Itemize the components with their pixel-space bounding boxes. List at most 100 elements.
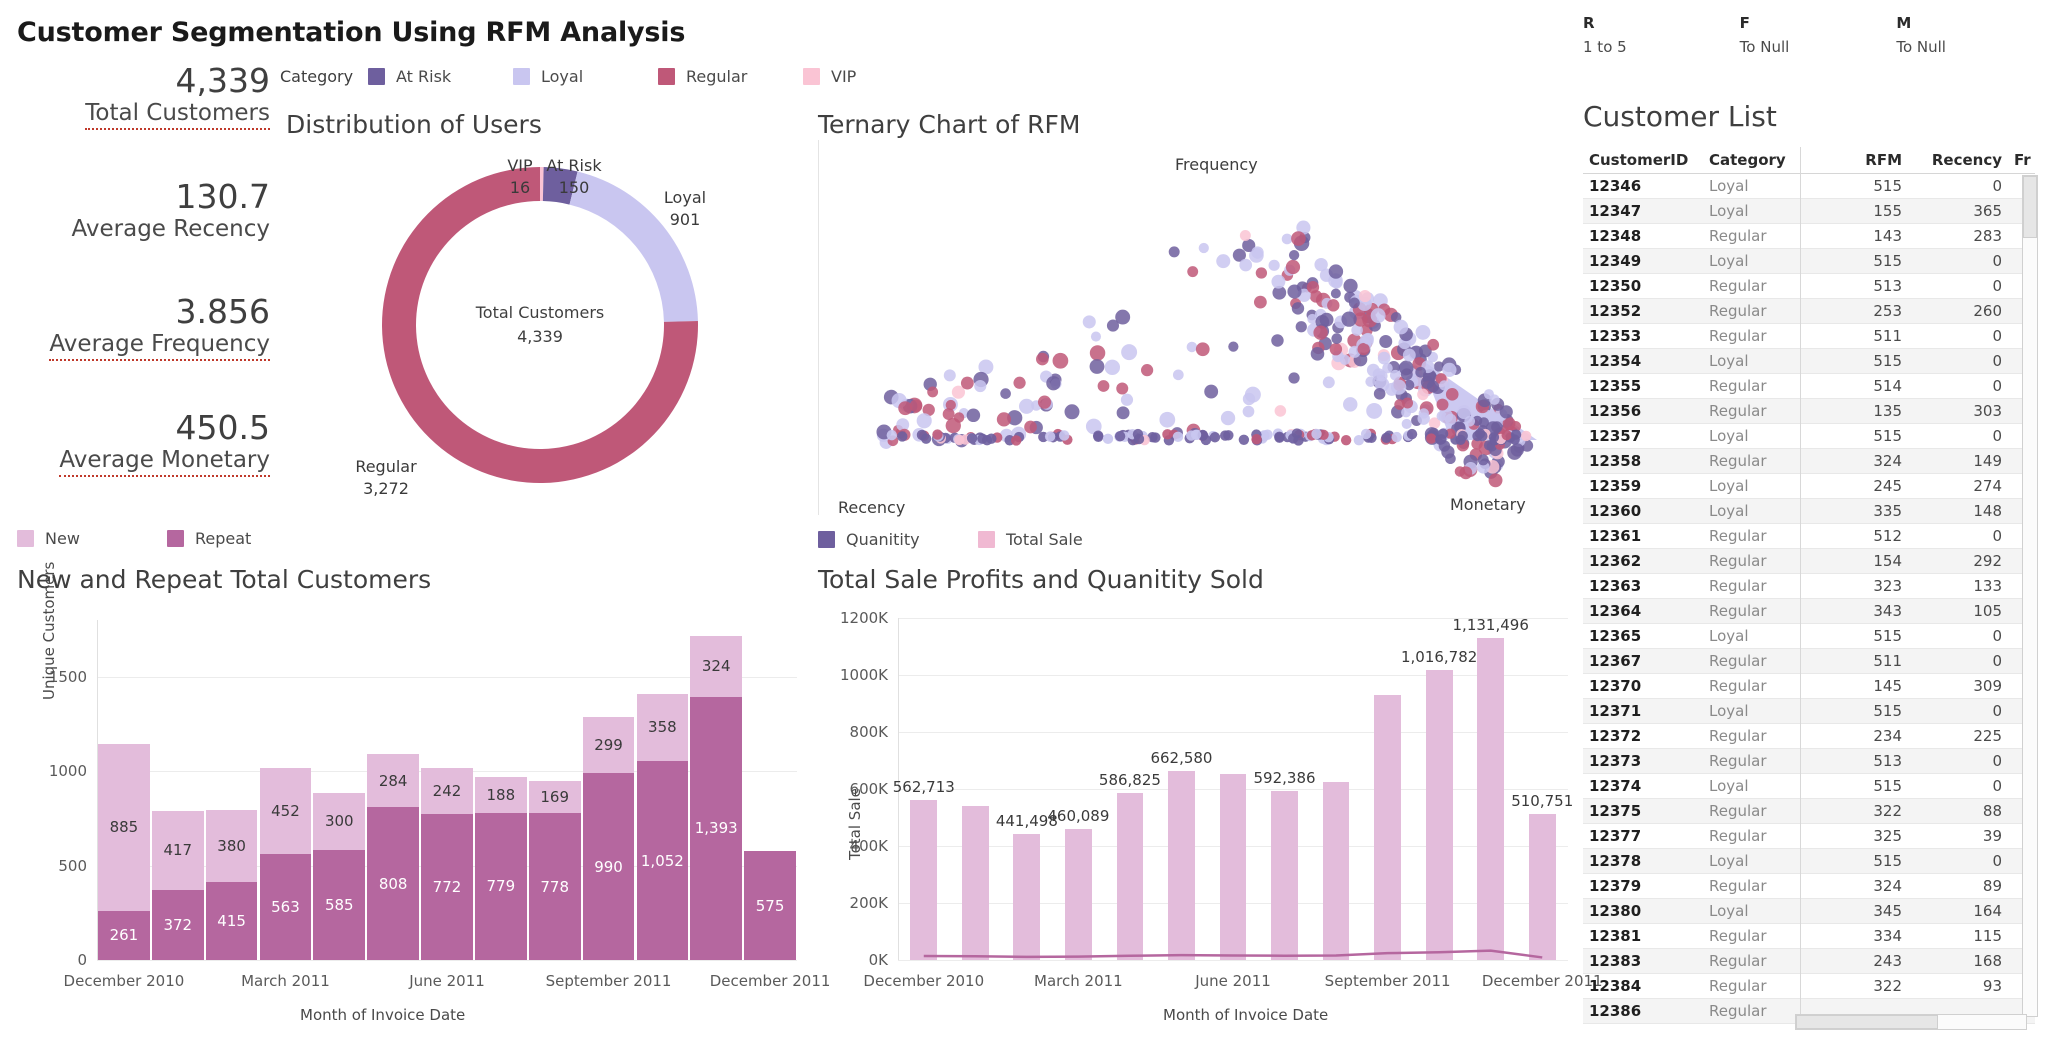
table-column-header[interactable]: Recency <box>1908 147 2008 174</box>
bar-column[interactable]: 188 779 <box>475 777 527 960</box>
scatter-point[interactable] <box>1382 362 1393 374</box>
scatter-point[interactable] <box>1162 429 1173 440</box>
scatter-point[interactable] <box>1036 352 1049 366</box>
bar-segment-repeat[interactable]: 779 <box>475 812 527 960</box>
table-horizontal-scrollbar[interactable] <box>1795 1014 2027 1030</box>
bar-segment-new[interactable]: 380 <box>205 809 258 882</box>
scatter-point[interactable] <box>1239 258 1253 272</box>
new-repeat-bar-chart[interactable]: 0 500 1000 1500 885 261 417 372 380 415 452 563 300 5… <box>17 600 830 1030</box>
scatter-point[interactable] <box>1011 435 1022 446</box>
table-row[interactable]: 12378 Loyal 515 0 <box>1583 848 2035 874</box>
scatter-point[interactable] <box>1377 351 1391 365</box>
scrollbar-thumb[interactable] <box>2023 176 2037 238</box>
scatter-point[interactable] <box>1471 438 1483 450</box>
table-row[interactable]: 12381 Regular 334 115 <box>1583 923 2035 949</box>
scatter-point[interactable] <box>1520 430 1532 442</box>
scatter-point[interactable] <box>1216 254 1231 269</box>
sales-bar[interactable] <box>961 805 989 960</box>
scatter-point[interactable] <box>1116 406 1130 420</box>
legend-item-new[interactable]: New <box>17 529 167 548</box>
scatter-point[interactable] <box>1366 402 1383 419</box>
scatter-point[interactable] <box>1394 399 1405 410</box>
scatter-point[interactable] <box>1209 432 1221 443</box>
scatter-point[interactable] <box>986 433 997 444</box>
scatter-point[interactable] <box>1420 376 1434 389</box>
scatter-point[interactable] <box>1381 432 1392 443</box>
bar-segment-repeat[interactable]: 585 <box>313 849 366 960</box>
bar-segment-repeat[interactable]: 1,393 <box>690 696 743 960</box>
scatter-point[interactable] <box>1311 428 1322 440</box>
bar-segment-new[interactable]: 242 <box>421 768 473 815</box>
scatter-point[interactable] <box>1314 257 1328 272</box>
bar-segment-new[interactable]: 300 <box>313 792 366 850</box>
sales-bar[interactable] <box>1374 694 1401 960</box>
scatter-point[interactable] <box>945 417 961 434</box>
scatter-point[interactable] <box>1360 428 1372 440</box>
sales-bar-chart[interactable]: 0K 200K 400K 600K 800K 1000K 1200K 562,713 441,4… <box>818 600 1603 1030</box>
table-row[interactable]: 12371 Loyal 515 0 <box>1583 698 2035 724</box>
table-row[interactable]: 12365 Loyal 515 0 <box>1583 623 2035 649</box>
scatter-point[interactable] <box>1238 434 1250 445</box>
scatter-point[interactable] <box>1439 380 1450 391</box>
scatter-point[interactable] <box>1391 431 1402 443</box>
scatter-point[interactable] <box>916 429 928 441</box>
scatter-point[interactable] <box>1348 297 1360 309</box>
scatter-point[interactable] <box>1255 267 1268 279</box>
scatter-point[interactable] <box>1401 418 1412 429</box>
scatter-point[interactable] <box>1464 415 1476 427</box>
table-row[interactable]: 12353 Regular 511 0 <box>1583 323 2035 349</box>
sales-bar[interactable] <box>1322 782 1350 960</box>
scatter-point[interactable] <box>1307 313 1318 324</box>
scatter-point[interactable] <box>1090 331 1102 342</box>
scatter-point[interactable] <box>1428 417 1441 429</box>
sales-bar[interactable] <box>1425 670 1453 960</box>
scatter-point[interactable] <box>1013 376 1026 389</box>
scatter-point[interactable] <box>1436 398 1449 411</box>
scatter-point[interactable] <box>1488 473 1503 488</box>
scatter-point[interactable] <box>1329 342 1343 356</box>
bar-segment-repeat[interactable]: 575 <box>744 851 796 960</box>
bar-column[interactable]: 380 415 <box>205 809 258 960</box>
scatter-point[interactable] <box>1328 264 1344 279</box>
bar-segment-new[interactable]: 452 <box>259 768 312 854</box>
scatter-point[interactable] <box>1343 397 1358 412</box>
bar-column[interactable]: 284 808 <box>367 753 419 960</box>
scatter-point[interactable] <box>1219 430 1231 441</box>
scatter-point[interactable] <box>1379 335 1393 349</box>
bar-segment-repeat[interactable]: 1,052 <box>636 761 689 960</box>
scatter-point[interactable] <box>1353 312 1368 327</box>
table-row[interactable]: 12362 Regular 154 292 <box>1583 548 2035 574</box>
scatter-point[interactable] <box>1274 405 1287 417</box>
bar-column[interactable]: 885 261 <box>98 743 150 960</box>
scatter-point[interactable] <box>1339 354 1351 365</box>
scatter-point[interactable] <box>966 433 978 444</box>
scatter-point[interactable] <box>1390 312 1402 323</box>
scatter-point[interactable] <box>1438 408 1454 424</box>
table-row[interactable]: 12367 Regular 511 0 <box>1583 648 2035 674</box>
bar-column[interactable]: 299 990 <box>582 716 635 960</box>
scatter-point[interactable] <box>943 369 956 382</box>
table-row[interactable]: 12373 Regular 513 0 <box>1583 748 2035 774</box>
bar-segment-repeat[interactable]: 261 <box>98 910 150 960</box>
scatter-point[interactable] <box>1052 352 1069 369</box>
scatter-point[interactable] <box>1106 319 1120 332</box>
scatter-point[interactable] <box>1417 412 1430 425</box>
donut-slice-at-risk[interactable] <box>542 167 578 205</box>
scatter-point[interactable] <box>1251 433 1262 445</box>
table-row[interactable]: 12384 Regular 322 93 <box>1583 973 2035 999</box>
scatter-point[interactable] <box>1281 233 1293 245</box>
scatter-point[interactable] <box>1330 288 1341 299</box>
sales-bar[interactable] <box>1219 774 1247 960</box>
bar-segment-repeat[interactable]: 372 <box>151 889 204 960</box>
table-row[interactable]: 12359 Loyal 245 274 <box>1583 473 2035 499</box>
legend-item-at-risk[interactable]: At Risk <box>368 67 513 86</box>
scatter-point[interactable] <box>1037 395 1052 409</box>
table-vertical-scrollbar[interactable] <box>2022 175 2038 1017</box>
scatter-point[interactable] <box>1274 432 1285 443</box>
filter-f[interactable]: F To Null <box>1740 14 1897 56</box>
scatter-point[interactable] <box>1358 289 1372 303</box>
scatter-point[interactable] <box>1417 388 1429 401</box>
scatter-point[interactable] <box>1024 420 1037 434</box>
scatter-point[interactable] <box>1415 366 1427 378</box>
scatter-point[interactable] <box>1046 376 1061 391</box>
